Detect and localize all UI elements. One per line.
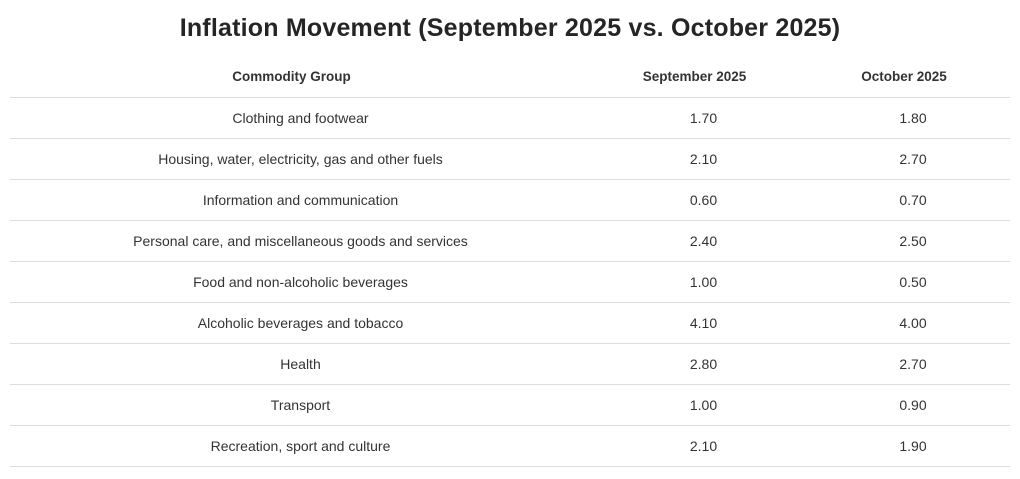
table-row: Information and communication 0.60 0.70 [10, 179, 1010, 221]
column-header-commodity-group: Commodity Group [10, 43, 591, 98]
september-value-cell: 2.10 [591, 425, 816, 467]
october-value-cell: 1.80 [816, 97, 1010, 139]
october-value-cell: 2.50 [816, 220, 1010, 262]
column-header-october-2025: October 2025 [816, 43, 1010, 98]
header-row: Commodity Group September 2025 October 202… [10, 43, 1010, 98]
october-value-cell: 1.90 [816, 425, 1010, 467]
commodity-cell: Information and communication [10, 179, 591, 221]
table-row: Transport 1.00 0.90 [10, 384, 1010, 426]
october-value-cell: 4.00 [816, 302, 1010, 344]
september-value-cell: 4.10 [591, 302, 816, 344]
september-value-cell: 2.10 [591, 138, 816, 180]
table-row: Clothing and footwear 1.70 1.80 [10, 97, 1010, 139]
table-body: Clothing and footwear 1.70 1.80 Housing, wa… [10, 97, 1010, 467]
commodity-cell: Personal care, and miscellaneous goods a… [10, 220, 591, 262]
table-row: Personal care, and miscellaneous goods a… [10, 220, 1010, 262]
commodity-cell: Recreation, sport and culture [10, 425, 591, 467]
september-value-cell: 2.40 [591, 220, 816, 262]
october-value-cell: 0.70 [816, 179, 1010, 221]
september-value-cell: 1.00 [591, 384, 816, 426]
commodity-cell: Transport [10, 384, 591, 426]
commodity-cell: Housing, water, electricity, gas and oth… [10, 138, 591, 180]
september-value-cell: 2.80 [591, 343, 816, 385]
table-row: Health 2.80 2.70 [10, 343, 1010, 385]
september-value-cell: 0.60 [591, 179, 816, 221]
october-value-cell: 2.70 [816, 138, 1010, 180]
commodity-cell: Alcoholic beverages and tobacco [10, 302, 591, 344]
september-value-cell: 1.70 [591, 97, 816, 139]
october-value-cell: 0.50 [816, 261, 1010, 303]
column-header-september-2025: September 2025 [591, 43, 816, 98]
table-row: Housing, water, electricity, gas and oth… [10, 138, 1010, 180]
inflation-table: Commodity Group September 2025 October 202… [10, 43, 1010, 467]
september-value-cell: 1.00 [591, 261, 816, 303]
october-value-cell: 0.90 [816, 384, 1010, 426]
commodity-cell: Clothing and footwear [10, 97, 591, 139]
table-row: Food and non-alcoholic beverages 1.00 0.50 [10, 261, 1010, 303]
table-header: Commodity Group September 2025 October 202… [10, 43, 1010, 98]
table-row: Alcoholic beverages and tobacco 4.10 4.00 [10, 302, 1010, 344]
table-row: Recreation, sport and culture 2.10 1.90 [10, 425, 1010, 467]
page-title: Inflation Movement (September 2025 vs. O… [179, 14, 841, 42]
october-value-cell: 2.70 [816, 343, 1010, 385]
commodity-cell: Food and non-alcoholic beverages [10, 261, 591, 303]
commodity-cell: Health [10, 343, 591, 385]
